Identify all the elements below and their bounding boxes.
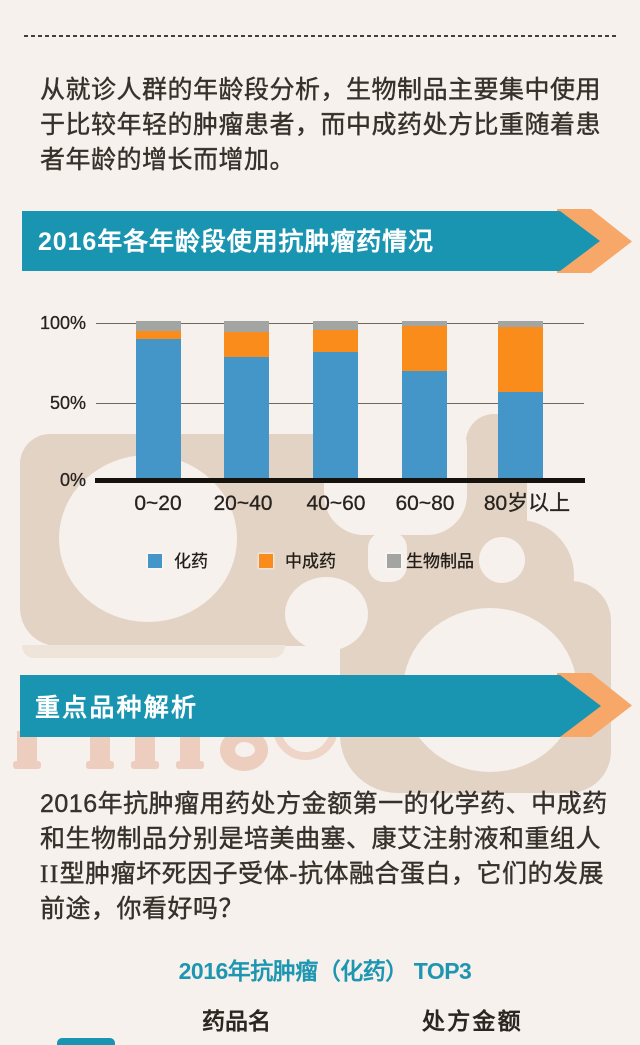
svg-text:2016年各年龄段使用抗肿瘤药情况: 2016年各年龄段使用抗肿瘤药情况	[38, 227, 434, 256]
svg-text:重点品种解析: 重点品种解析	[35, 694, 198, 722]
